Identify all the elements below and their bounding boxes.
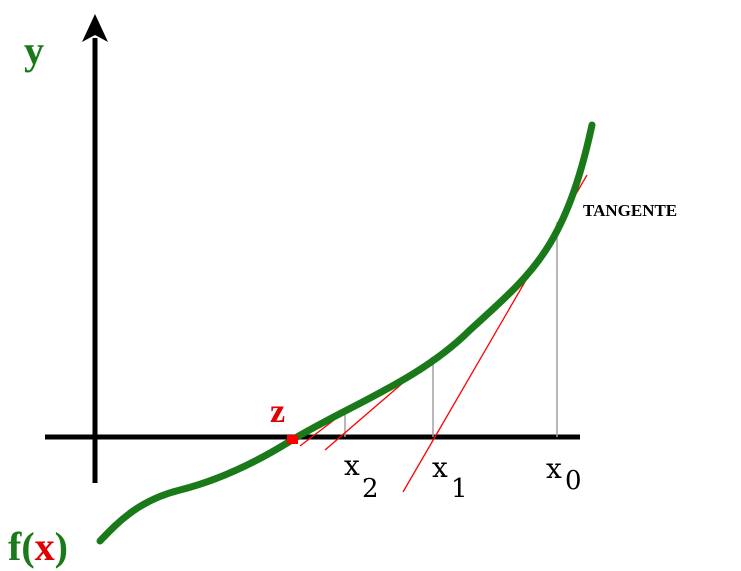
x0-label: x 0 (546, 452, 582, 496)
function-label-paren-open: ( (21, 524, 34, 569)
root-marker (287, 435, 298, 444)
function-label-paren-close: ) (55, 524, 68, 569)
tangent-lines (299, 174, 588, 493)
x2-label-base: x (344, 449, 360, 482)
tangent-label: TANGENTE (583, 201, 677, 220)
axes (45, 14, 580, 483)
y-axis-arrowhead-icon (82, 14, 108, 42)
function-label: f(x) (8, 524, 68, 569)
x2-label-subscript: 2 (362, 474, 379, 504)
y-axis-label: y (24, 28, 44, 73)
function-label-var: x (35, 524, 55, 569)
x1-label-subscript: 1 (451, 474, 468, 504)
x0-label-base: x (546, 452, 562, 485)
x0-label-subscript: 0 (565, 466, 582, 496)
root-label: z (270, 393, 285, 430)
function-curve (96, 121, 596, 545)
x1-label: x 1 (432, 451, 468, 504)
function-label-f: f (8, 524, 22, 569)
x1-label-base: x (432, 451, 448, 484)
x2-label: x 2 (344, 449, 379, 504)
